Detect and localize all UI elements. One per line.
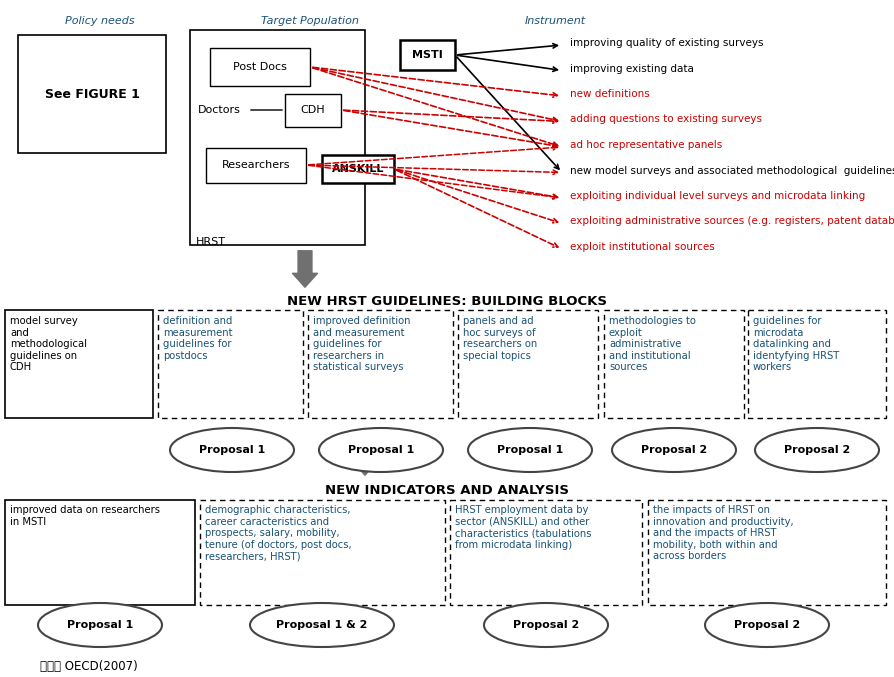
- Text: ad hoc representative panels: ad hoc representative panels: [569, 140, 721, 150]
- Ellipse shape: [484, 603, 607, 647]
- Text: exploit institutional sources: exploit institutional sources: [569, 242, 714, 252]
- Text: methodologies to
exploit
administrative
and institutional
sources: methodologies to exploit administrative …: [608, 316, 696, 372]
- Text: MSTI: MSTI: [411, 50, 442, 60]
- Text: HRST employment data by
sector (ANSKILL) and other
characteristics (tabulations
: HRST employment data by sector (ANSKILL)…: [454, 505, 591, 550]
- Text: exploiting administrative sources (e.g. registers, patent database): exploiting administrative sources (e.g. …: [569, 217, 894, 227]
- Text: improved definition
and measurement
guidelines for
researchers in
statistical su: improved definition and measurement guid…: [313, 316, 410, 372]
- Text: Proposal 2: Proposal 2: [512, 620, 578, 630]
- Bar: [158, 310, 303, 418]
- FancyArrowPatch shape: [292, 250, 317, 287]
- Bar: [400, 40, 454, 70]
- Text: improving existing data: improving existing data: [569, 64, 693, 74]
- Text: new model surveys and associated methodological  guidelines: new model surveys and associated methodo…: [569, 165, 894, 175]
- Text: NEW INDICATORS AND ANALYSIS: NEW INDICATORS AND ANALYSIS: [325, 484, 569, 497]
- Text: the impacts of HRST on
innovation and productivity,
and the impacts of HRST
mobi: the impacts of HRST on innovation and pr…: [653, 505, 793, 561]
- Bar: [603, 310, 743, 418]
- Text: Researchers: Researchers: [222, 160, 290, 170]
- Text: HRST: HRST: [196, 237, 226, 247]
- Bar: [647, 500, 885, 605]
- Text: Target Population: Target Population: [261, 16, 358, 26]
- Bar: [284, 94, 341, 127]
- FancyArrowPatch shape: [352, 443, 377, 475]
- Bar: [210, 48, 309, 86]
- Bar: [190, 30, 365, 245]
- Bar: [199, 500, 444, 605]
- Bar: [458, 310, 597, 418]
- Bar: [747, 310, 885, 418]
- Ellipse shape: [468, 428, 591, 472]
- Text: Proposal 1: Proposal 1: [198, 445, 265, 455]
- Text: NEW HRST GUIDELINES: BUILDING BLOCKS: NEW HRST GUIDELINES: BUILDING BLOCKS: [287, 295, 606, 308]
- Text: demographic characteristics,
career caracteristics and
prospects, salary, mobili: demographic characteristics, career cara…: [205, 505, 351, 561]
- Text: 자료） OECD(2007): 자료） OECD(2007): [40, 660, 138, 673]
- Text: Doctors: Doctors: [198, 105, 240, 115]
- Text: Post Docs: Post Docs: [232, 62, 287, 72]
- Bar: [450, 500, 641, 605]
- Bar: [18, 35, 165, 153]
- Text: Instrument: Instrument: [525, 16, 586, 26]
- Ellipse shape: [170, 428, 293, 472]
- Text: Policy needs: Policy needs: [65, 16, 135, 26]
- Text: guidelines for
microdata
datalinking and
identyfying HRST
workers: guidelines for microdata datalinking and…: [752, 316, 839, 372]
- Text: improved data on researchers
in MSTI: improved data on researchers in MSTI: [10, 505, 160, 527]
- Text: Proposal 1: Proposal 1: [67, 620, 133, 630]
- Bar: [5, 310, 153, 418]
- Text: Proposal 2: Proposal 2: [640, 445, 706, 455]
- Text: exploiting individual level surveys and microdata linking: exploiting individual level surveys and …: [569, 191, 864, 201]
- Text: new definitions: new definitions: [569, 89, 649, 99]
- Ellipse shape: [704, 603, 828, 647]
- Text: CDH: CDH: [300, 105, 325, 115]
- Text: ANSKILL: ANSKILL: [332, 164, 384, 174]
- Text: definition and
measurement
guidelines for
postdocs: definition and measurement guidelines fo…: [163, 316, 232, 361]
- Text: Proposal 2: Proposal 2: [733, 620, 799, 630]
- Bar: [206, 148, 306, 183]
- Text: Proposal 1 & 2: Proposal 1 & 2: [276, 620, 367, 630]
- Text: panels and ad
hoc surveys of
researchers on
special topics: panels and ad hoc surveys of researchers…: [462, 316, 536, 361]
- Text: adding questions to existing surveys: adding questions to existing surveys: [569, 114, 761, 125]
- Ellipse shape: [611, 428, 735, 472]
- Ellipse shape: [38, 603, 162, 647]
- Ellipse shape: [249, 603, 393, 647]
- Bar: [5, 500, 195, 605]
- Text: Proposal 1: Proposal 1: [496, 445, 562, 455]
- Bar: [308, 310, 452, 418]
- Ellipse shape: [755, 428, 878, 472]
- Text: model survey
and
methodological
guidelines on
CDH: model survey and methodological guidelin…: [10, 316, 87, 372]
- Text: improving quality of existing surveys: improving quality of existing surveys: [569, 38, 763, 48]
- Text: See FIGURE 1: See FIGURE 1: [45, 87, 139, 100]
- Text: Proposal 2: Proposal 2: [783, 445, 849, 455]
- Bar: [322, 155, 393, 183]
- Text: Proposal 1: Proposal 1: [348, 445, 414, 455]
- Ellipse shape: [318, 428, 443, 472]
